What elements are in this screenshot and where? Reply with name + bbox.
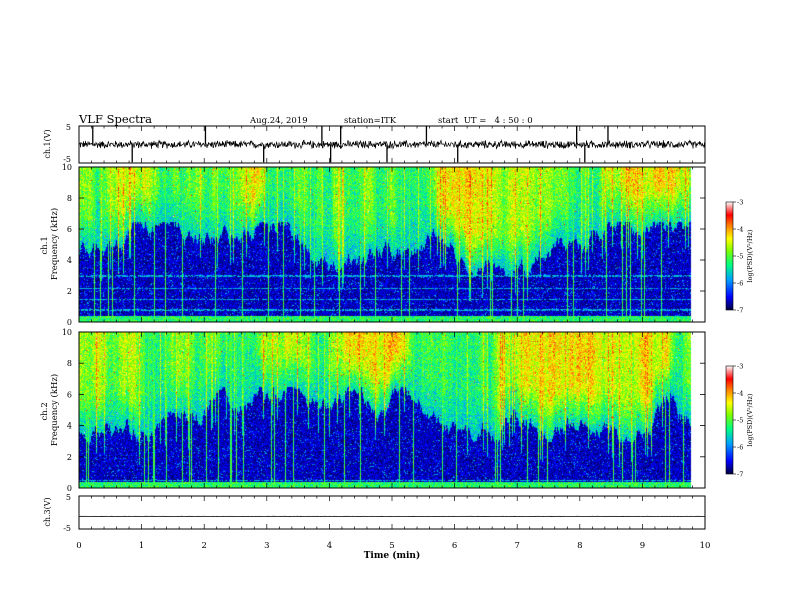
- ch3-waveform-panel: 5 -5 ch.3(V): [43, 493, 706, 533]
- ch2-spectrogram-ytick-label: 4: [67, 422, 72, 431]
- ch1-colorbar-tick-label: -6: [737, 280, 743, 288]
- time-tick-label: 1: [139, 541, 144, 551]
- time-tick-label: 6: [452, 541, 457, 551]
- ch3-ytick-top: 5: [66, 493, 71, 502]
- ch2-spectrogram-ylabel: ch.2 Frequency (kHz): [40, 374, 60, 446]
- ch1-spectrogram-yticks: 0 2 4 6 8 10: [62, 163, 705, 327]
- ch1-colorbar-tick-label: -5: [737, 253, 743, 261]
- figure-title: VLF Spectra: [78, 112, 152, 126]
- time-tick-label: 4: [327, 541, 332, 551]
- ch2-spectrogram-ytick-label: 0: [67, 484, 72, 493]
- date-label: Aug.24, 2019: [249, 116, 308, 126]
- time-tick-label: 9: [640, 541, 645, 551]
- ch2-spectrogram-ytick-label: 10: [62, 328, 72, 337]
- time-tick-label: 0: [76, 541, 81, 551]
- ch1-spikes: [92, 126, 609, 163]
- ch1-spectrogram-ytick-label: 8: [67, 194, 72, 203]
- time-tick-label: 10: [700, 541, 711, 551]
- x-axis-label: Time (min): [364, 550, 421, 561]
- ch2-colorbar-tick-label: -5: [737, 417, 743, 425]
- ch1-spectrogram-ylabel: ch.1 Frequency (kHz): [40, 208, 60, 280]
- ch2-colorbar: -3 -4 -5 -6 -7 log(PSD)(V²/Hz): [725, 363, 754, 479]
- time-tick-labels: 0 1 2 3 4 5 6 7 8 9 10: [76, 541, 710, 551]
- station-label: station=ITK: [344, 116, 397, 126]
- ch2-label-channel: ch.2: [40, 402, 50, 420]
- time-tick-label: 8: [577, 541, 582, 551]
- time-tick-label: 2: [201, 541, 206, 551]
- start-time-label: start UT = 4 : 50 : 0: [438, 116, 533, 126]
- ch3-waveform-ylabel: ch.3(V): [43, 497, 52, 526]
- ch1-colorbar: -3 -4 -5 -6 -7 log(PSD)(V²/Hz): [725, 199, 754, 315]
- ch1-ytick-top: 5: [66, 123, 71, 132]
- ch1-spectrogram-ytick-label: 2: [67, 287, 72, 296]
- ch2-colorbar-label: log(PSD)(V²/Hz): [746, 393, 754, 446]
- ch1-colorbar-tick-label: -3: [737, 199, 743, 207]
- ch2-colorbar-tick-label: -3: [737, 363, 743, 371]
- ch1-colorbar-tick-label: -7: [737, 307, 743, 315]
- time-tick-label: 3: [264, 541, 269, 551]
- time-tick-label: 7: [514, 541, 519, 551]
- ch2-label-freq: Frequency (kHz): [49, 374, 60, 446]
- ch1-label-freq: Frequency (kHz): [49, 208, 60, 280]
- ch1-waveform-ylabel: ch.1(V): [43, 129, 52, 158]
- ch1-colorbar-gradient: [725, 201, 734, 311]
- ch1-spectrogram-ytick-label: 6: [67, 225, 72, 234]
- ch2-spectrogram-ytick-label: 8: [67, 359, 72, 368]
- time-ticks: [78, 126, 706, 529]
- time-tick-label: 5: [389, 541, 394, 551]
- ch2-spectrogram-ytick-label: 6: [67, 390, 72, 399]
- ch3-ytick-bottom: -5: [63, 524, 71, 533]
- ch1-spectrogram-ytick-label: 10: [62, 163, 72, 172]
- ch1-label-channel: ch.1: [40, 236, 50, 254]
- ch1-waveform-trace: [79, 139, 705, 150]
- ch2-spectrogram-panel: 0 2 4 6 8 10 ch.2 Frequency (kHz) -3 -4 -5 -6 -7 …: [40, 328, 754, 493]
- ch1-spectrogram-panel: 0 2 4 6 8 10 ch.1 Frequency (kHz) -3 -4 -5 -6 -7 …: [40, 163, 754, 327]
- ch1-ytick-bottom: -5: [63, 155, 71, 164]
- ch2-spectrogram-yticks: 0 2 4 6 8 10: [62, 328, 705, 493]
- ch2-colorbar-tick-label: -7: [737, 471, 743, 479]
- ch2-colorbar-tick-label: -6: [737, 444, 743, 452]
- ch2-spectrogram-ytick-label: 2: [67, 453, 72, 462]
- ch1-waveform-panel: 5 -5 ch.1(V): [43, 123, 706, 164]
- ch2-colorbar-tick-label: -4: [737, 390, 743, 398]
- ch1-spectrogram-ytick-label: 4: [67, 256, 72, 265]
- ch1-colorbar-tick-label: -4: [737, 226, 743, 234]
- ch1-colorbar-label: log(PSD)(V²/Hz): [746, 229, 754, 282]
- ch2-colorbar-gradient: [725, 365, 734, 475]
- ch1-spectrogram-ytick-label: 0: [67, 318, 72, 327]
